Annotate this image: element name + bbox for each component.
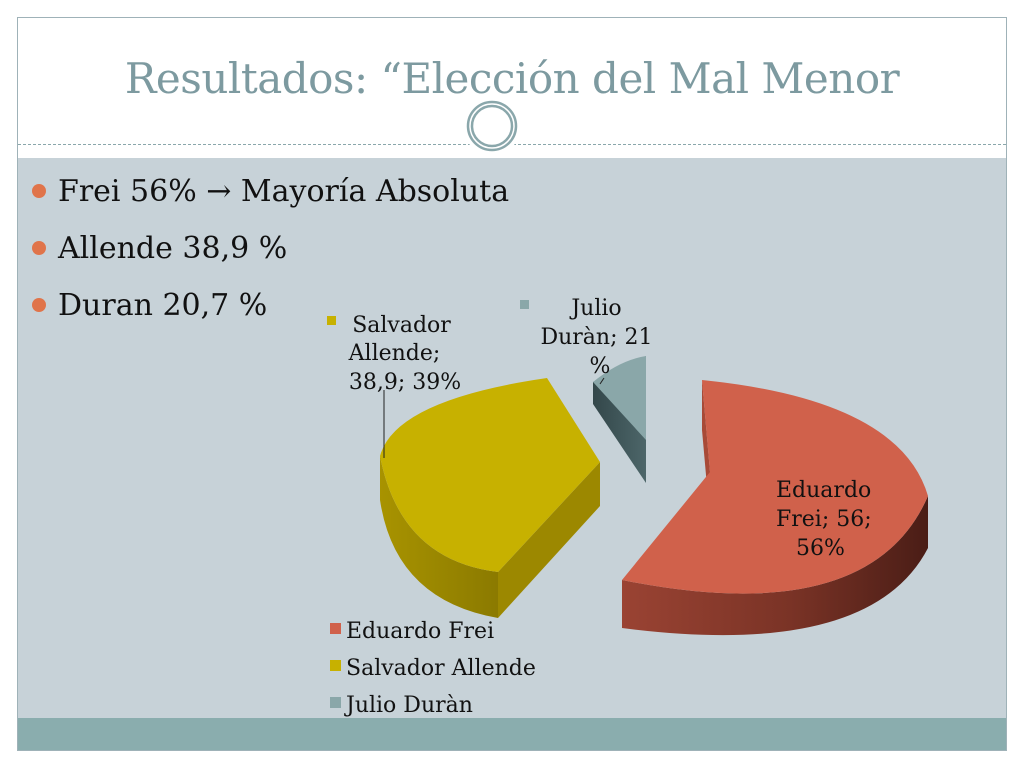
bullet-dot-icon [32, 241, 46, 255]
circle-ornament-icon [463, 97, 521, 155]
bullet-item-allende: Allende 38,9 % [30, 220, 509, 277]
bullet-text: Frei 56% → Mayoría Absoluta [58, 174, 510, 209]
bullet-item-duran: Duran 20,7 % [30, 277, 509, 334]
bullet-text: Duran 20,7 % [58, 288, 268, 323]
bullet-list: Frei 56% → Mayoría Absoluta Allende 38,9… [30, 163, 509, 334]
bullet-text: Allende 38,9 % [58, 231, 288, 266]
slide-title: Resultados: “Elección del Mal Menor [124, 54, 900, 103]
bullet-dot-icon [32, 184, 46, 198]
footer-band [18, 718, 1006, 750]
bullet-item-frei: Frei 56% → Mayoría Absoluta [30, 163, 509, 220]
bullet-dot-icon [32, 298, 46, 312]
